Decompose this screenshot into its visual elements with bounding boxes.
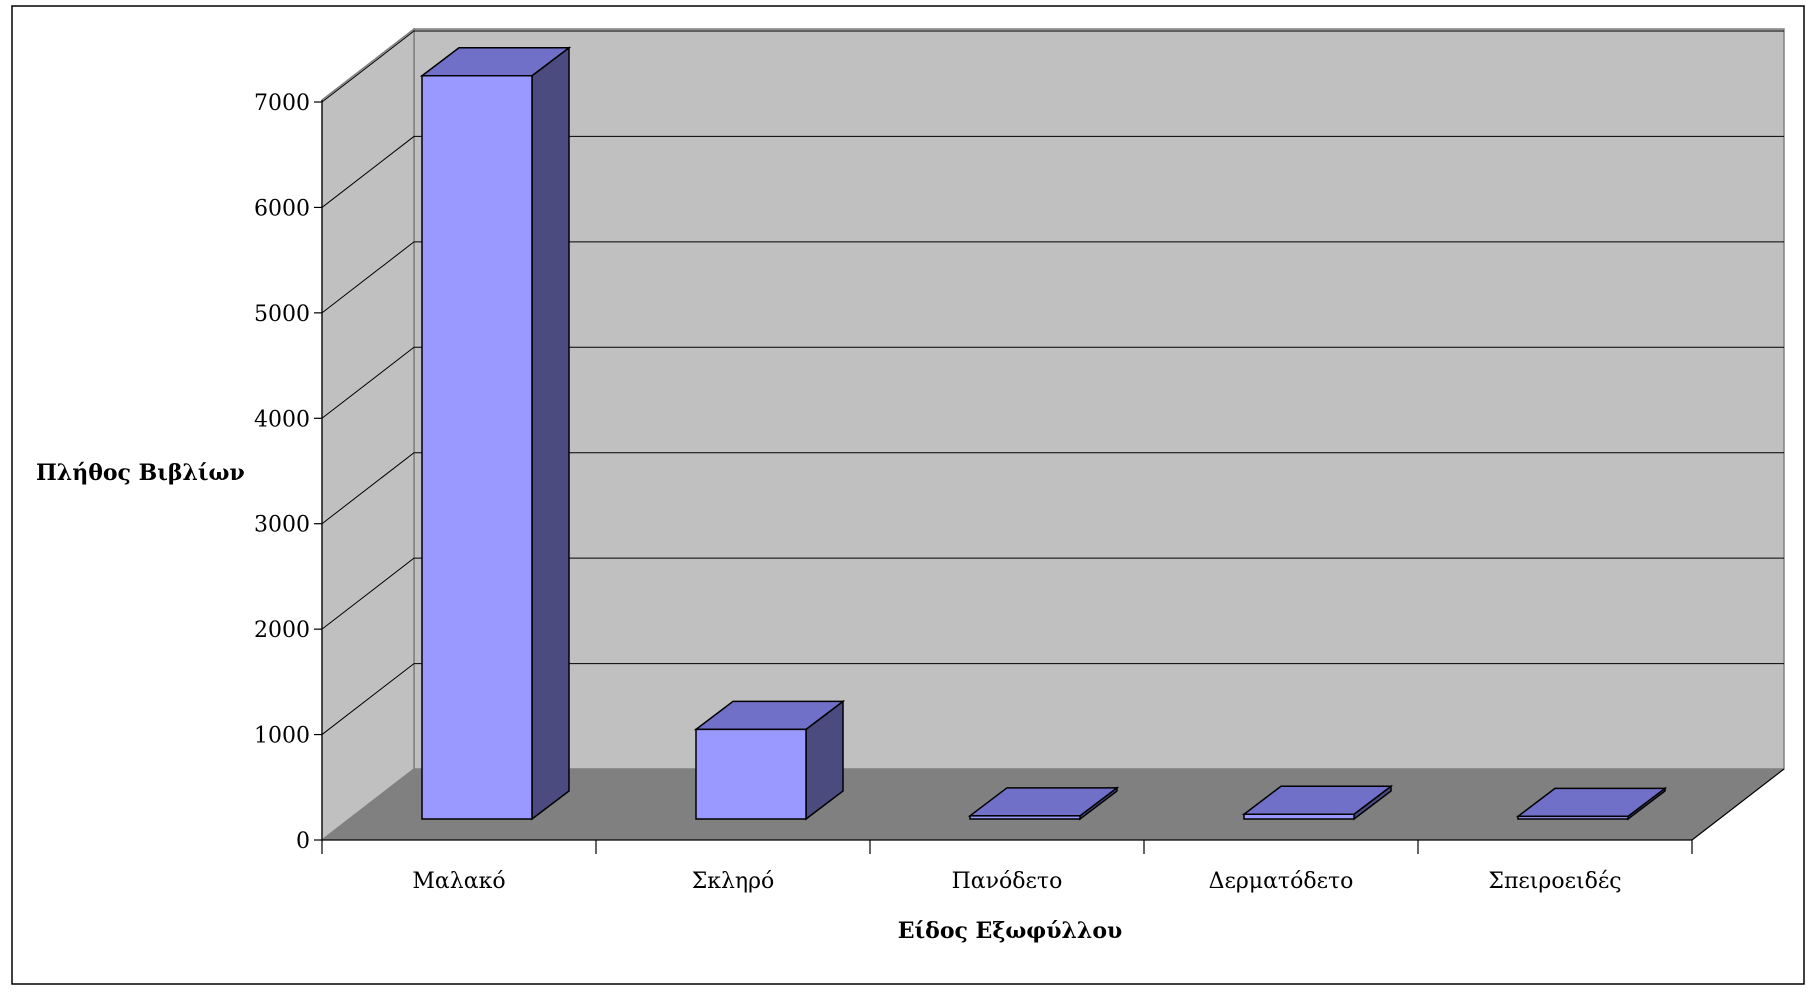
y-tick-label: 2000 bbox=[254, 618, 310, 643]
bar bbox=[967, 786, 1120, 821]
bar bbox=[1241, 784, 1394, 821]
x-tick-label: Μαλακό bbox=[412, 869, 505, 894]
bar bbox=[693, 699, 846, 821]
gridline bbox=[321, 241, 1784, 314]
y-tick-label: 5000 bbox=[254, 302, 310, 327]
y-axis-label: Πλήθος Βιβλίων bbox=[36, 460, 245, 486]
gridline bbox=[321, 30, 1784, 103]
x-axis-label: Είδος Εξωφύλλου bbox=[898, 918, 1123, 944]
y-tick-label: 3000 bbox=[254, 513, 310, 538]
gridline bbox=[321, 346, 1784, 419]
y-tick-label: 7000 bbox=[254, 91, 310, 116]
y-tick-label: 0 bbox=[296, 829, 310, 854]
x-tick-label: Σπειροειδές bbox=[1488, 869, 1621, 894]
bar bbox=[1515, 786, 1668, 821]
gridline bbox=[321, 135, 1784, 208]
gridline bbox=[321, 452, 1784, 525]
y-tick-label: 6000 bbox=[254, 196, 310, 221]
bar-front bbox=[421, 74, 533, 820]
x-tick-label: Δερματόδετο bbox=[1209, 869, 1354, 894]
x-tick-label: Σκληρό bbox=[692, 869, 775, 894]
side-wall bbox=[321, 27, 415, 842]
gridlines bbox=[321, 30, 1784, 735]
bar-front bbox=[969, 815, 1081, 820]
bar-front bbox=[1243, 813, 1355, 820]
y-tick-label: 4000 bbox=[254, 407, 310, 432]
bar-front bbox=[1517, 815, 1629, 820]
x-tick-label: Πανόδετο bbox=[952, 869, 1063, 894]
gridline bbox=[321, 663, 1784, 735]
bar-front bbox=[695, 728, 807, 820]
gridline bbox=[321, 557, 1784, 630]
bars bbox=[419, 46, 1668, 821]
axes: 0 1000 2000 3000 4000 5000 6000 7000 Μαλακό Σκληρ… bbox=[254, 91, 1785, 894]
bar-side bbox=[531, 46, 570, 821]
bar bbox=[419, 46, 572, 821]
back-wall bbox=[413, 28, 1785, 770]
floor-edge bbox=[1691, 768, 1785, 841]
y-tick-label: 1000 bbox=[254, 724, 310, 749]
